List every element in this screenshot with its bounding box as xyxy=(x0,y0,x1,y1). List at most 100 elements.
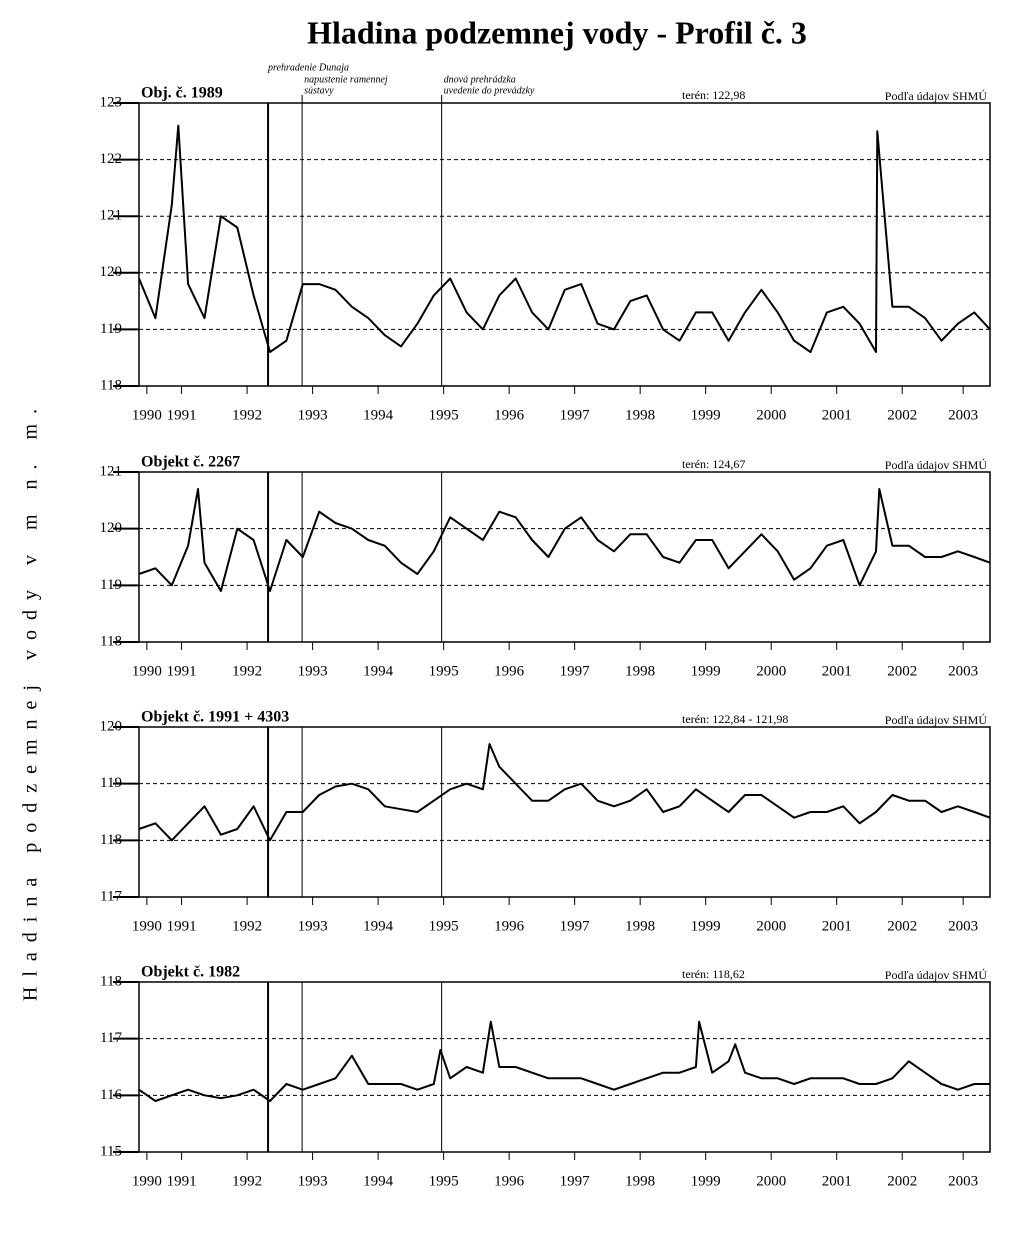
x-tick-label: 1996 xyxy=(494,663,525,679)
y-tick-label: 116 xyxy=(100,1087,122,1103)
plot-frame xyxy=(138,102,991,387)
chart-title: Hladina podzemnej vody - Profil č. 3 xyxy=(307,14,807,50)
event-label: uvedenie do prevádzky xyxy=(444,85,535,96)
x-tick-label: 1992 xyxy=(232,918,262,934)
plot-frame xyxy=(138,981,991,1153)
y-tick-label: 117 xyxy=(100,888,122,904)
terrain-label: terén: 124,67 xyxy=(682,457,745,471)
y-tick-label: 119 xyxy=(100,321,122,337)
y-tick-label: 115 xyxy=(100,1143,122,1159)
x-tick-label: 1996 xyxy=(494,407,525,423)
x-tick-label: 1998 xyxy=(625,1173,655,1189)
source-label: Podľa údajov SHMÚ xyxy=(885,968,988,982)
x-tick-label: 1994 xyxy=(363,407,394,423)
x-tick-label: 1995 xyxy=(429,407,459,423)
event-label: prehradenie Dunaja xyxy=(267,62,349,73)
x-tick-label: 1993 xyxy=(298,918,328,934)
source-label: Podľa údajov SHMÚ xyxy=(885,458,988,472)
x-tick-label: 2003 xyxy=(948,663,978,679)
panel-title: Objekt č. 1991 + 4303 xyxy=(141,709,289,726)
x-tick-label: 1998 xyxy=(625,663,655,679)
x-tick-label: 1994 xyxy=(363,1173,394,1189)
x-tick-label: 1992 xyxy=(232,407,262,423)
x-tick-label: 2002 xyxy=(887,918,917,934)
x-tick-label: 1990 xyxy=(132,1173,162,1189)
x-tick-label: 1993 xyxy=(298,407,328,423)
x-tick-label: 2000 xyxy=(756,407,786,423)
x-tick-label: 2001 xyxy=(822,407,852,423)
series-line xyxy=(138,1020,990,1102)
x-tick-label: 2001 xyxy=(822,918,852,934)
x-tick-label: 1994 xyxy=(363,918,394,934)
y-tick-label: 121 xyxy=(100,208,123,224)
x-tick-label: 2003 xyxy=(948,918,978,934)
y-tick-label: 121 xyxy=(100,463,123,479)
series-line xyxy=(138,743,991,842)
y-tick-label: 120 xyxy=(100,520,123,536)
source-label: Podľa údajov SHMÚ xyxy=(885,89,988,103)
x-tick-label: 1998 xyxy=(625,407,655,423)
y-tick-label: 122 xyxy=(100,151,123,167)
plot-frame xyxy=(138,726,991,898)
x-tick-label: 2003 xyxy=(948,1173,978,1189)
x-tick-label: 1993 xyxy=(298,1173,328,1189)
source-label: Podľa údajov SHMÚ xyxy=(885,713,988,727)
x-tick-label: 1991 xyxy=(167,918,197,934)
x-tick-label: 1997 xyxy=(560,663,591,679)
x-tick-label: 1994 xyxy=(363,663,394,679)
event-label: sústavy xyxy=(304,85,334,96)
y-tick-label: 118 xyxy=(100,973,122,989)
y-tick-label: 120 xyxy=(100,264,123,280)
x-tick-label: 2000 xyxy=(756,663,786,679)
x-tick-label: 1990 xyxy=(132,663,162,679)
x-tick-label: 1992 xyxy=(232,1173,262,1189)
x-tick-label: 1997 xyxy=(560,918,591,934)
event-label: napustenie ramennej xyxy=(304,74,388,85)
x-tick-label: 1998 xyxy=(625,918,655,934)
x-tick-label: 2001 xyxy=(822,1173,852,1189)
terrain-label: terén: 122,98 xyxy=(682,88,745,102)
x-tick-label: 1995 xyxy=(429,918,459,934)
y-tick-label: 123 xyxy=(100,94,123,110)
x-tick-label: 2001 xyxy=(822,663,852,679)
y-tick-label: 119 xyxy=(100,775,122,791)
x-tick-label: 1997 xyxy=(560,1173,591,1189)
x-tick-label: 1996 xyxy=(494,1173,525,1189)
plot-frame xyxy=(138,471,991,643)
series-line xyxy=(138,488,991,592)
series-line xyxy=(138,124,991,353)
x-tick-label: 1990 xyxy=(132,918,162,934)
y-tick-label: 118 xyxy=(100,377,122,393)
terrain-label: terén: 118,62 xyxy=(682,967,745,981)
x-tick-label: 2002 xyxy=(887,663,917,679)
x-tick-label: 2003 xyxy=(948,407,978,423)
x-tick-label: 1995 xyxy=(429,663,459,679)
panel-title: Objekt č. 2267 xyxy=(141,454,240,471)
x-tick-label: 1999 xyxy=(691,1173,721,1189)
x-tick-label: 2002 xyxy=(887,407,917,423)
y-axis-label: Hladina podzemnej vody v m n. m. xyxy=(20,399,42,1001)
y-tick-label: 118 xyxy=(100,832,122,848)
y-tick-label: 119 xyxy=(100,577,122,593)
x-tick-label: 1991 xyxy=(167,407,197,423)
x-tick-label: 2002 xyxy=(887,1173,917,1189)
y-tick-label: 117 xyxy=(100,1030,122,1046)
x-tick-label: 2000 xyxy=(756,918,786,934)
x-tick-label: 1999 xyxy=(691,407,721,423)
x-tick-label: 1991 xyxy=(167,1173,197,1189)
terrain-label: terén: 122,84 - 121,98 xyxy=(682,712,788,726)
y-tick-label: 120 xyxy=(100,718,123,734)
x-tick-label: 1991 xyxy=(167,663,197,679)
panel-title: Obj. č. 1989 xyxy=(141,85,223,102)
x-tick-label: 2000 xyxy=(756,1173,786,1189)
x-tick-label: 1995 xyxy=(429,1173,459,1189)
event-label: dnová prehrádzka xyxy=(444,74,516,85)
y-tick-label: 118 xyxy=(100,633,122,649)
x-tick-label: 1992 xyxy=(232,663,262,679)
x-tick-label: 1999 xyxy=(691,918,721,934)
x-tick-label: 1996 xyxy=(494,918,525,934)
panel-title: Objekt č. 1982 xyxy=(141,964,240,981)
x-tick-label: 1993 xyxy=(298,663,328,679)
